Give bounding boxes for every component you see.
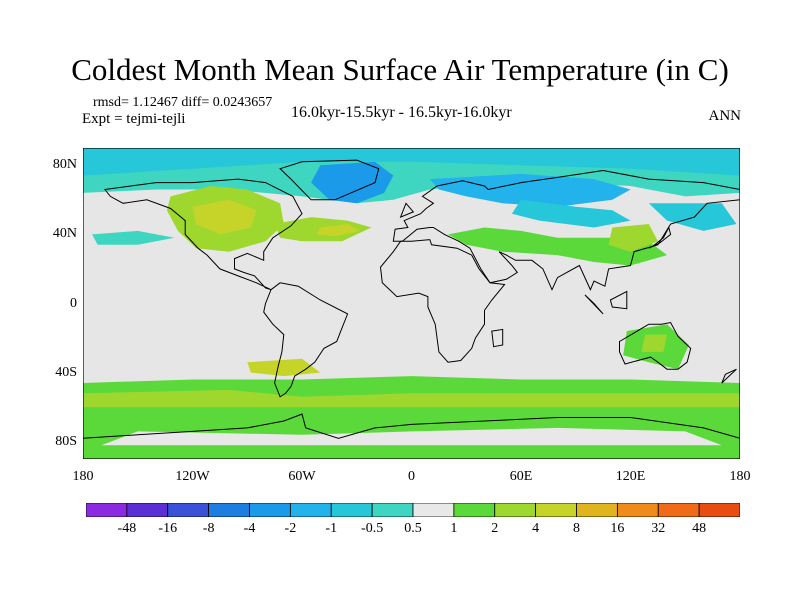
colorbar-label: -0.5 — [361, 521, 384, 536]
greenland-coast — [279, 159, 380, 201]
colorbar-label: 32 — [651, 521, 666, 536]
colorbar-label: 16 — [610, 521, 625, 536]
period-label: ANN — [708, 108, 742, 124]
temperature-map — [83, 148, 740, 459]
north-america-coast — [103, 178, 303, 291]
east-asia-warm — [608, 224, 658, 252]
x-tick-label: 120E — [615, 469, 646, 484]
colorbar-label: 8 — [573, 521, 580, 536]
asia-warm — [448, 227, 667, 266]
colorbar-swatch — [576, 503, 618, 517]
colorbar-swatch — [330, 503, 373, 517]
colorbar-label: -2 — [284, 521, 297, 536]
experiment-label: Expt = tejmi-tejli — [82, 111, 186, 127]
madagascar-coast — [491, 328, 504, 348]
colorbar — [86, 503, 740, 517]
colorbar-label: 0.5 — [404, 521, 422, 536]
sumatra-coast — [584, 294, 604, 315]
australia-hot — [641, 334, 667, 352]
north-america-hot — [192, 199, 257, 235]
new-zealand-coast — [721, 368, 737, 384]
x-tick-label: 180 — [72, 469, 94, 484]
x-tick-label: 180 — [729, 469, 751, 484]
difference-label: 16.0kyr-15.5kyr - 16.5kyr-16.0kyr — [291, 104, 512, 121]
colorbar-swatch — [167, 503, 210, 517]
colorbar-swatch — [535, 503, 577, 517]
japan-coast — [648, 226, 672, 249]
colorbar-swatch — [289, 503, 332, 517]
colorbar-swatch — [208, 503, 250, 517]
africa-coast — [379, 239, 506, 363]
colorbar-swatch — [86, 503, 128, 517]
south-america-coast — [263, 282, 349, 398]
colorbar-swatch — [494, 503, 537, 517]
colorbar-swatch — [371, 503, 414, 517]
colorbar-swatch — [126, 503, 169, 517]
greenland-cold — [311, 161, 394, 204]
colorbar-swatch — [453, 503, 496, 517]
y-tick-label: 0 — [70, 295, 77, 311]
colorbar-swatch — [412, 503, 455, 517]
colorbar-label: -4 — [243, 521, 256, 536]
colorbar-label: -8 — [202, 521, 215, 536]
y-tick-label: 80N — [52, 157, 77, 173]
colorbar-label: -48 — [117, 521, 137, 536]
x-tick-label: 120W — [175, 469, 210, 484]
colorbar-label: 1 — [450, 521, 458, 536]
arctic-core — [83, 148, 740, 176]
y-tick-label: 40N — [52, 226, 77, 242]
borneo-coast — [609, 290, 628, 310]
pacific-patch — [92, 230, 175, 245]
southern-ocean-core — [83, 389, 740, 408]
siberia-cold — [429, 173, 631, 207]
colorbar-label: 48 — [692, 521, 707, 536]
colorbar-swatch — [657, 503, 700, 517]
antarctica-interior — [101, 427, 722, 446]
x-tick-label: 60E — [509, 469, 533, 484]
rmsd-stats: rmsd= 1.12467 diff= 0.0243657 — [93, 95, 273, 110]
australia-coast — [619, 321, 692, 370]
colorbar-label: 2 — [491, 521, 499, 536]
colorbar-label: -16 — [158, 521, 178, 536]
central-asia-cool — [511, 199, 631, 228]
colorbar-swatch — [249, 503, 291, 517]
y-tick-label: 40S — [55, 364, 77, 380]
temperature-field — [83, 148, 740, 459]
colorbar-label: -1 — [325, 521, 338, 536]
eurasia-coast — [392, 169, 740, 291]
colorbar-label: 4 — [532, 521, 540, 536]
antarctica-coast — [83, 413, 740, 459]
x-tick-label: 0 — [408, 469, 415, 484]
y-tick-label: 80S — [55, 433, 77, 449]
colorbar-swatch — [616, 503, 659, 517]
colorbar-swatch — [698, 503, 740, 517]
atlantic-hot-core — [316, 224, 361, 237]
britain-coast — [399, 202, 415, 219]
coastlines — [83, 159, 740, 459]
chart-title: Coldest Month Mean Surface Air Temperatu… — [71, 52, 729, 87]
north-pacific-cool — [648, 203, 737, 231]
x-tick-label: 60W — [288, 469, 316, 484]
